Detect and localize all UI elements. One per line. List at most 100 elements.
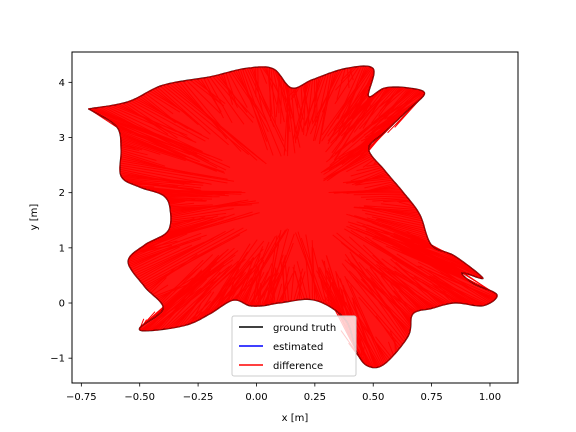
difference-line — [127, 101, 193, 142]
difference-line — [169, 202, 195, 207]
difference-line — [436, 283, 456, 304]
difference-line — [396, 102, 417, 125]
difference-outline — [88, 65, 498, 368]
difference-line — [186, 80, 221, 114]
difference-line — [130, 100, 206, 142]
difference-line — [273, 69, 292, 119]
difference-line — [157, 86, 211, 135]
difference-line — [321, 66, 372, 136]
plot-area — [87, 65, 498, 369]
difference-line — [380, 87, 406, 106]
difference-line — [370, 106, 412, 135]
difference-line — [259, 66, 268, 84]
difference-line — [261, 273, 281, 307]
difference-line — [139, 228, 235, 282]
difference-line — [297, 80, 312, 137]
difference-line — [207, 267, 253, 316]
difference-line — [330, 67, 373, 128]
difference-line — [196, 78, 224, 107]
difference-line — [133, 241, 205, 275]
difference-line — [292, 86, 301, 99]
difference-line — [351, 88, 414, 143]
difference-line — [96, 113, 157, 141]
difference-line — [167, 258, 246, 330]
difference-line — [159, 85, 229, 146]
difference-line — [280, 76, 282, 124]
difference-line — [166, 218, 224, 233]
difference-line — [118, 130, 200, 163]
difference-line — [142, 229, 248, 286]
difference-line — [255, 267, 280, 307]
difference-line — [228, 71, 248, 108]
difference-line — [115, 104, 177, 133]
difference-line — [152, 277, 217, 331]
difference-line — [284, 261, 290, 302]
difference-line — [246, 67, 287, 152]
difference-line — [329, 88, 418, 166]
difference-line — [120, 162, 235, 182]
difference-line — [167, 199, 206, 202]
difference-line — [162, 84, 250, 155]
difference-line — [371, 216, 425, 229]
difference-line — [239, 69, 268, 151]
difference-line — [362, 206, 423, 222]
difference-line — [340, 86, 394, 137]
difference-line — [152, 284, 169, 296]
difference-line — [283, 86, 290, 156]
difference-line — [166, 198, 207, 202]
difference-line — [348, 236, 429, 310]
y-tick-label: 4 — [59, 78, 65, 89]
difference-line — [341, 263, 405, 343]
difference-line — [354, 215, 428, 239]
difference-line — [111, 121, 188, 160]
difference-line — [380, 246, 468, 305]
x-tick-label: 0.00 — [245, 392, 267, 403]
difference-line — [151, 272, 227, 331]
difference-line — [342, 176, 391, 184]
y-tick-label: 1 — [59, 243, 65, 254]
difference-line — [427, 260, 493, 303]
difference-line — [349, 67, 354, 81]
difference-line — [378, 267, 422, 311]
difference-line — [365, 213, 425, 227]
difference-lines — [88, 65, 498, 368]
difference-line — [322, 117, 401, 173]
difference-line — [209, 271, 252, 315]
difference-line — [465, 268, 484, 280]
difference-line — [363, 97, 422, 136]
difference-line — [124, 180, 201, 191]
difference-line — [346, 157, 374, 173]
difference-line — [351, 262, 412, 318]
difference-line — [247, 275, 271, 306]
difference-line — [361, 346, 365, 362]
difference-line — [277, 279, 291, 304]
difference-line — [301, 75, 324, 131]
difference-line — [162, 252, 225, 306]
difference-line — [349, 251, 408, 339]
difference-line — [334, 66, 360, 105]
difference-line — [140, 301, 184, 332]
difference-line — [325, 88, 417, 163]
difference-line — [147, 217, 236, 244]
difference-line — [362, 158, 375, 168]
difference-line — [374, 272, 412, 326]
difference-line — [170, 212, 227, 221]
difference-line — [326, 296, 341, 315]
x-axis-ticks: −0.75 −0.50 −0.25 0.00 0.25 0.50 0.75 1.00 — [66, 383, 501, 403]
difference-line — [123, 179, 202, 189]
difference-line — [365, 268, 413, 317]
difference-line — [132, 244, 193, 273]
difference-line — [196, 261, 253, 322]
difference-line — [323, 145, 370, 172]
difference-line — [378, 228, 472, 276]
difference-line — [147, 91, 181, 113]
difference-line — [133, 245, 172, 254]
difference-line — [150, 277, 167, 294]
difference-line — [240, 229, 287, 302]
difference-line — [346, 68, 350, 89]
difference-line — [242, 68, 274, 156]
difference-line — [249, 275, 273, 307]
difference-line — [156, 284, 187, 299]
difference-line — [355, 179, 393, 186]
difference-line — [241, 228, 288, 303]
